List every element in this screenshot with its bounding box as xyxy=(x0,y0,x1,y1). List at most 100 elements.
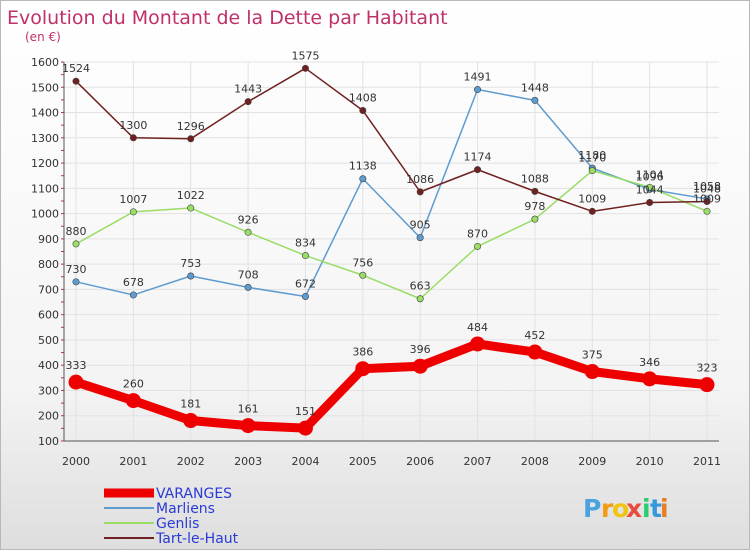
logo-letter: o xyxy=(612,494,629,523)
data-point xyxy=(244,228,252,236)
data-point xyxy=(584,364,600,380)
data-label: 756 xyxy=(352,256,373,269)
data-label: 346 xyxy=(639,356,660,369)
data-label: 1044 xyxy=(636,183,664,196)
data-label: 1007 xyxy=(119,193,147,206)
data-label: 1009 xyxy=(578,192,606,205)
data-point xyxy=(301,292,309,300)
data-label: 452 xyxy=(524,329,545,342)
logo-letter: r xyxy=(601,494,614,523)
legend-label: Tart-le-Haut xyxy=(155,531,239,547)
y-tick-label: 100 xyxy=(38,435,59,448)
chart-subtitle: (en €) xyxy=(25,30,61,44)
data-point xyxy=(355,361,371,377)
x-tick-label: 2004 xyxy=(291,455,319,468)
data-point xyxy=(129,291,137,299)
data-point xyxy=(416,295,424,303)
data-label: 1575 xyxy=(291,49,319,62)
logo-letter: x xyxy=(626,494,642,523)
data-label: 870 xyxy=(467,227,488,240)
data-point xyxy=(416,188,424,196)
data-label: 333 xyxy=(66,359,87,372)
legend-label: Genlis xyxy=(156,516,199,532)
data-point xyxy=(240,418,256,434)
data-point xyxy=(125,393,141,409)
data-label: 181 xyxy=(180,398,201,411)
logo-letter: t xyxy=(650,494,662,523)
data-point xyxy=(297,420,313,436)
x-tick-label: 2007 xyxy=(464,455,492,468)
y-tick-label: 1500 xyxy=(31,81,59,94)
y-tick-label: 1300 xyxy=(31,132,59,145)
data-point xyxy=(531,96,539,104)
data-point xyxy=(646,198,654,206)
data-point xyxy=(129,134,137,142)
data-label: 1180 xyxy=(578,149,606,162)
data-point xyxy=(703,197,711,205)
y-tick-label: 500 xyxy=(38,334,59,347)
series-lines xyxy=(68,64,715,436)
data-label: 1174 xyxy=(464,151,492,164)
chart-title: Evolution du Montant de la Dette par Hab… xyxy=(7,7,448,29)
grid xyxy=(64,61,719,442)
data-label: 905 xyxy=(410,219,431,232)
x-tick-label: 2005 xyxy=(349,455,377,468)
y-tick-label: 1200 xyxy=(31,157,59,170)
x-tick-label: 2008 xyxy=(521,455,549,468)
y-tick-label: 1000 xyxy=(31,208,59,221)
data-point xyxy=(187,135,195,143)
data-label: 678 xyxy=(123,276,144,289)
x-tick-label: 2011 xyxy=(693,455,721,468)
data-point xyxy=(68,374,84,390)
data-point xyxy=(642,371,658,387)
data-point xyxy=(301,252,309,260)
data-label: 663 xyxy=(410,280,431,293)
data-label: 1524 xyxy=(62,62,90,75)
data-point xyxy=(531,215,539,223)
data-label: 730 xyxy=(66,263,87,276)
data-label: 1296 xyxy=(177,120,205,133)
data-label: 323 xyxy=(697,362,718,375)
logo-letter: i xyxy=(642,494,651,523)
data-point xyxy=(588,207,596,215)
data-point xyxy=(129,208,137,216)
data-label: 1009 xyxy=(693,192,721,205)
y-tick-label: 600 xyxy=(38,309,59,322)
data-point xyxy=(416,234,424,242)
data-label: 1408 xyxy=(349,92,377,105)
data-label: 1096 xyxy=(636,170,664,183)
data-point xyxy=(699,377,715,393)
data-point xyxy=(359,107,367,115)
series-line xyxy=(75,67,708,213)
x-tick-label: 2010 xyxy=(636,455,664,468)
series-line xyxy=(75,88,708,298)
x-tick-label: 2001 xyxy=(119,455,147,468)
data-label: 926 xyxy=(238,213,259,226)
data-label: 396 xyxy=(410,343,431,356)
x-tick-label: 2000 xyxy=(62,455,90,468)
data-point xyxy=(187,272,195,280)
y-tick-label: 400 xyxy=(38,359,59,372)
data-point xyxy=(412,358,428,374)
data-label: 753 xyxy=(180,257,201,270)
data-label: 1300 xyxy=(119,119,147,132)
y-tick-label: 1400 xyxy=(31,107,59,120)
data-label: 1022 xyxy=(177,189,205,202)
data-label: 1443 xyxy=(234,83,262,96)
data-label: 1448 xyxy=(521,81,549,94)
x-tick-label: 2009 xyxy=(578,455,606,468)
data-label: 260 xyxy=(123,378,144,391)
x-tick-label: 2002 xyxy=(177,455,205,468)
y-tick-label: 1100 xyxy=(31,182,59,195)
data-label: 880 xyxy=(66,225,87,238)
data-label: 1088 xyxy=(521,172,549,185)
data-label: 386 xyxy=(352,346,373,359)
legend-label: VARANGES xyxy=(156,486,232,502)
data-label: 1138 xyxy=(349,160,377,173)
data-label: 1048 xyxy=(693,182,721,195)
data-point xyxy=(359,175,367,183)
y-tick-label: 200 xyxy=(38,410,59,423)
data-point xyxy=(301,64,309,72)
